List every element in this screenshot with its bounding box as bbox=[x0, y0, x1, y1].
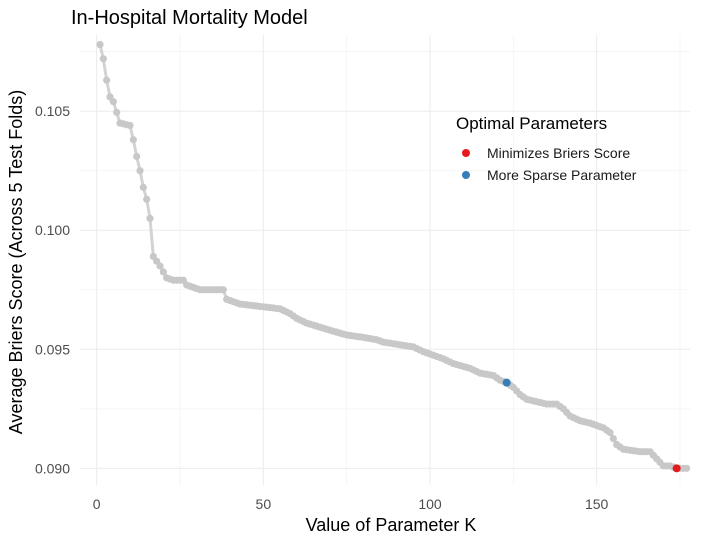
data-point bbox=[96, 40, 104, 49]
x-tick-label: 50 bbox=[256, 496, 272, 512]
legend: Optimal Parameters Minimizes Briers Scor… bbox=[456, 114, 637, 183]
legend-key-min-briers bbox=[462, 149, 470, 157]
x-tick-label: 100 bbox=[418, 496, 442, 512]
highlight-point bbox=[672, 464, 681, 473]
data-point bbox=[126, 121, 134, 130]
legend-key-sparse bbox=[462, 171, 470, 179]
y-tick-label: 0.100 bbox=[35, 222, 70, 238]
data-point bbox=[113, 108, 121, 116]
data-point bbox=[219, 286, 227, 294]
highlight-point bbox=[502, 378, 511, 387]
axis-ticks: 0 50 100 150 0.090 0.095 0.100 0.105 bbox=[35, 103, 609, 512]
y-axis-title: Average Briers Score (Across 5 Test Fold… bbox=[6, 90, 26, 434]
x-axis-title: Value of Parameter K bbox=[306, 515, 477, 535]
data-point bbox=[156, 262, 164, 270]
legend-title: Optimal Parameters bbox=[456, 114, 607, 133]
data-point bbox=[683, 464, 691, 472]
chart-title: In-Hospital Mortality Model bbox=[71, 7, 308, 29]
x-tick-label: 150 bbox=[585, 496, 609, 512]
data-point bbox=[136, 167, 144, 175]
highlight-points bbox=[502, 378, 681, 473]
data-point bbox=[159, 268, 167, 276]
data-point bbox=[99, 55, 107, 63]
data-point bbox=[109, 98, 117, 106]
y-tick-label: 0.095 bbox=[35, 341, 70, 357]
legend-label-sparse: More Sparse Parameter bbox=[487, 167, 637, 183]
grid-minor bbox=[80, 35, 690, 485]
legend-label-min-briers: Minimizes Briers Score bbox=[487, 145, 630, 161]
data-point bbox=[129, 136, 137, 144]
data-point bbox=[139, 183, 147, 191]
data-point bbox=[143, 195, 151, 203]
data-point bbox=[146, 214, 154, 222]
y-tick-label: 0.090 bbox=[35, 460, 70, 476]
grid-major bbox=[80, 35, 690, 485]
y-tick-label: 0.105 bbox=[35, 103, 70, 119]
data-point bbox=[606, 429, 614, 437]
data-point bbox=[133, 152, 141, 161]
data-point bbox=[609, 434, 617, 443]
data-point bbox=[103, 76, 111, 84]
x-tick-label: 0 bbox=[93, 496, 101, 512]
